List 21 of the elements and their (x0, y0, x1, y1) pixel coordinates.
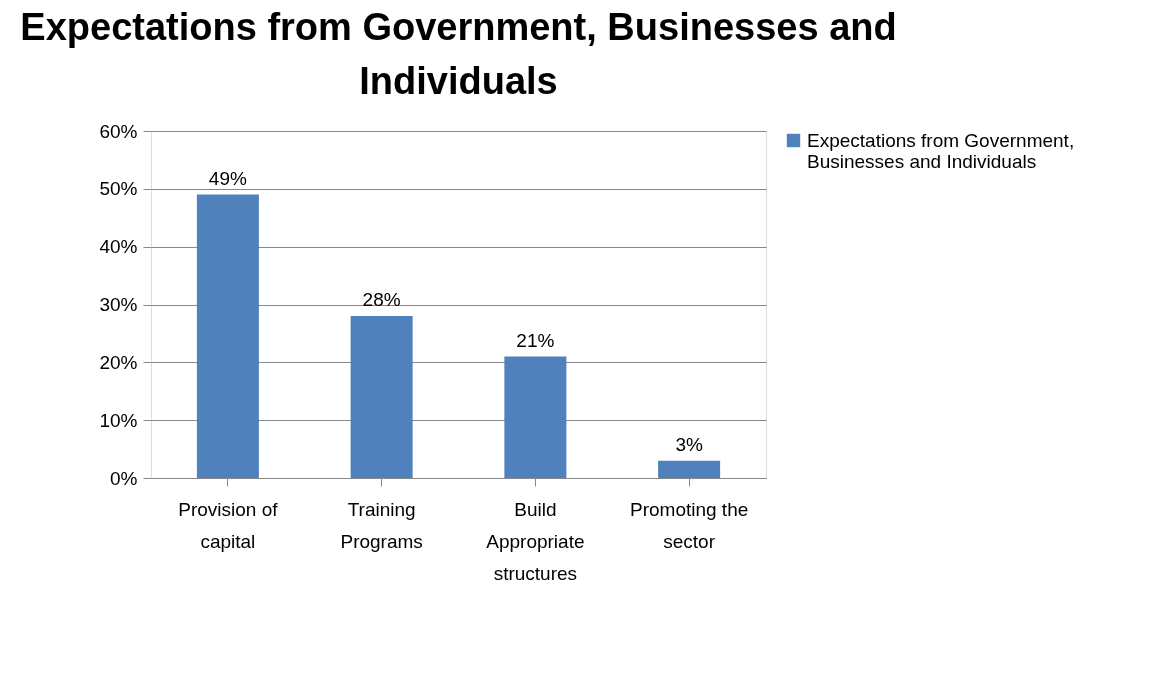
data-label: 21% (516, 329, 555, 351)
bar (196, 194, 259, 478)
y-tick-label: 60% (99, 120, 138, 142)
x-tick-label: Training Programs (340, 498, 423, 552)
y-tick-label: 10% (99, 409, 138, 431)
y-tick-label: 30% (99, 294, 138, 315)
x-tick-label: Provision of capital (178, 498, 279, 552)
bar (504, 356, 567, 478)
bar (658, 460, 721, 478)
x-tick-label: Promoting the sector (629, 498, 749, 552)
data-label: 3% (675, 433, 703, 455)
legend-label: Expectations from Government, Businesses and Individuals (807, 129, 1075, 172)
chart-title: Expectations from Government, Businesses and Individuals (20, 6, 897, 102)
y-tick-label: 20% (99, 351, 138, 373)
bar (350, 316, 413, 478)
data-label: 49% (208, 167, 247, 189)
y-tick-label: 0% (110, 467, 138, 489)
x-tick-label: Build Appropriate structures (486, 498, 585, 584)
y-tick-label: 40% (99, 236, 138, 258)
y-tick-label: 50% (99, 178, 138, 200)
data-label: 28% (362, 289, 401, 311)
